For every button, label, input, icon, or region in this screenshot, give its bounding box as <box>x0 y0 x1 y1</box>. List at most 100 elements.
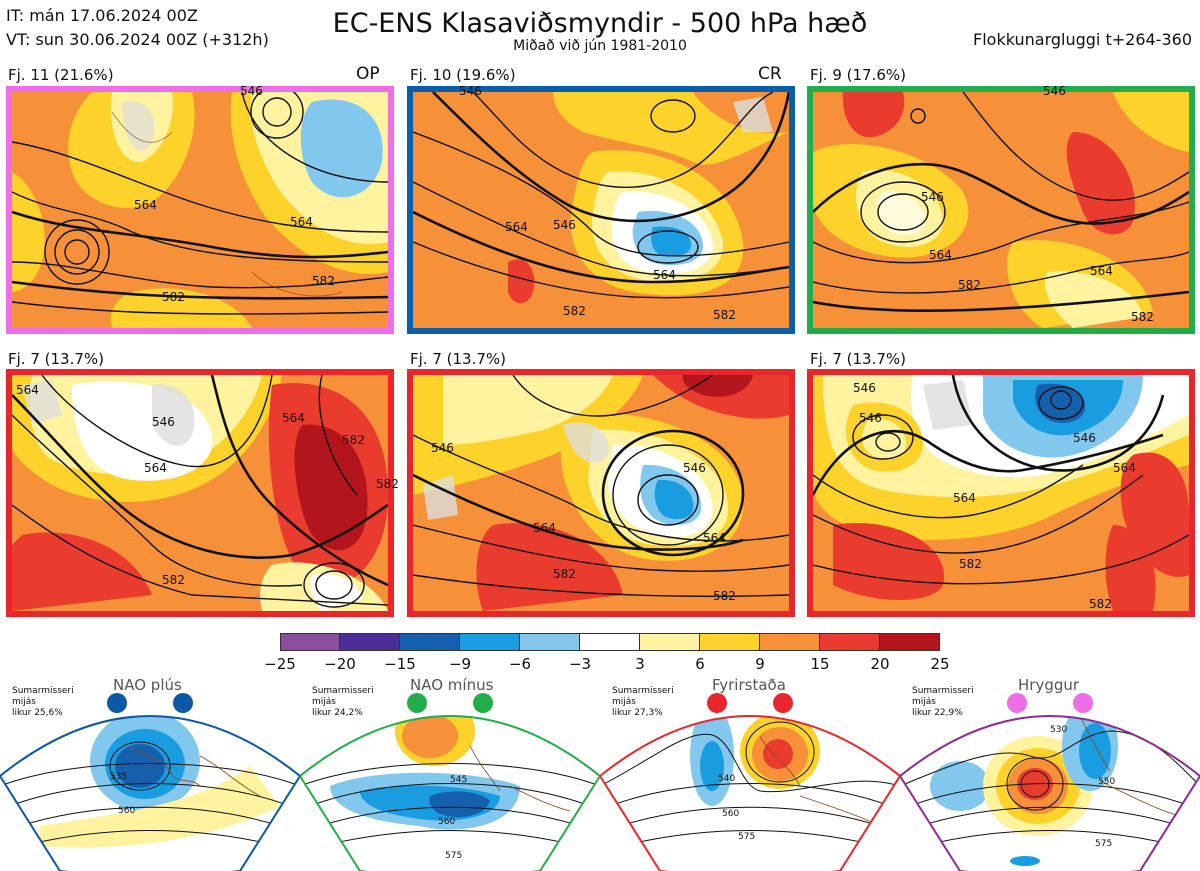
contour-label: 564 <box>653 268 676 282</box>
cluster-window: Flokkunargluggi t+264-360 <box>973 30 1192 49</box>
panel-1-label: Fj. 11 (21.6%) <box>8 66 114 84</box>
cluster-map-6 <box>807 369 1195 617</box>
regime-prob: likur 24,2% <box>312 708 363 718</box>
colorbar-swatch <box>340 633 400 651</box>
contour-label: 546 <box>1073 431 1096 445</box>
regime-contour-label: 550 <box>1098 777 1115 787</box>
regime-contour-label: 560 <box>438 817 455 827</box>
colorbar-tick: 9 <box>755 655 765 673</box>
contour-label: 582 <box>563 304 586 318</box>
valid-time: VT: sun 30.06.2024 00Z (+312h) <box>6 30 269 49</box>
colorbar-tick: 15 <box>810 655 830 673</box>
colorbar-swatch <box>880 633 940 651</box>
page-subtitle: Miðað við jún 1981-2010 <box>513 38 687 54</box>
contour-label: 564 <box>16 383 39 397</box>
contour-label: 546 <box>859 411 882 425</box>
colorbar-tick: −20 <box>324 655 356 673</box>
regime-avg: mijás <box>12 697 36 707</box>
contour-label: 582 <box>553 567 576 581</box>
regime-contour-label: 545 <box>450 775 467 785</box>
contour-label: 546 <box>1043 84 1066 98</box>
contour-label: 546 <box>853 381 876 395</box>
regime-contour-label: 560 <box>118 806 135 816</box>
colorbar-tick: −9 <box>448 655 472 673</box>
regime-season: Sumarmisseri <box>312 686 374 696</box>
contour-label: 564 <box>505 220 528 234</box>
regime-nao-plus: 535 560 NAO plús Sumarmisseri mijás liku… <box>0 676 300 871</box>
contour-label: 582 <box>312 274 335 288</box>
panel-2-tag: CR <box>758 64 782 84</box>
colorbar-swatch <box>820 633 880 651</box>
contour-label: 564 <box>929 248 952 262</box>
regime-contour-label: 535 <box>110 772 127 782</box>
contour-label: 546 <box>459 84 482 98</box>
contour-label: 564 <box>282 411 305 425</box>
contour-label: 546 <box>240 84 263 98</box>
contour-label: 546 <box>683 461 706 475</box>
regime-title: NAO mínus <box>410 676 494 694</box>
regime-title: Hryggur <box>1018 676 1080 694</box>
regime-season: Sumarmisseri <box>912 686 974 696</box>
colorbar-tick: −15 <box>384 655 416 673</box>
contour-label: 582 <box>1131 310 1154 324</box>
cluster-map-3 <box>807 86 1195 334</box>
init-time: IT: mán 17.06.2024 00Z <box>6 6 198 25</box>
contour-label: 582 <box>162 290 185 304</box>
panel-3-label: Fj. 9 (17.6%) <box>810 66 906 84</box>
colorbar-swatch <box>640 633 700 651</box>
colorbar-tick: 25 <box>930 655 950 673</box>
contour-label: 582 <box>959 557 982 571</box>
cluster-map-1 <box>6 86 394 334</box>
regime-prob: likur 22,9% <box>912 708 963 718</box>
regime-avg: mijás <box>912 697 936 707</box>
regime-prob: likur 25,6% <box>12 708 63 718</box>
cluster-map-5 <box>407 369 795 617</box>
regime-info: Sumarmisseri mijás likur 22,9% <box>912 686 974 719</box>
colorbar-swatch <box>580 633 640 651</box>
contour-label: 546 <box>553 218 576 232</box>
regime-prob: likur 27,3% <box>612 708 663 718</box>
contour-label: 564 <box>953 491 976 505</box>
regime-nao-minus: 545 560 575 NAO mínus Sumarmisseri mijás… <box>300 676 600 871</box>
colorbar-tick: −3 <box>568 655 592 673</box>
contour-label: 564 <box>1113 461 1136 475</box>
contour-label: 582 <box>713 308 736 322</box>
regime-ridge: 530 550 575 Hryggur Sumarmisseri mijás l… <box>900 676 1200 871</box>
panel-2-label: Fj. 10 (19.6%) <box>410 66 516 84</box>
panel-5-label: Fj. 7 (13.7%) <box>410 350 506 368</box>
colorbar-tick: 20 <box>870 655 890 673</box>
cluster-map-2 <box>407 86 795 334</box>
contour-label: 582 <box>1089 597 1112 611</box>
contour-label: 564 <box>290 215 313 229</box>
colorbar-tick: 6 <box>695 655 705 673</box>
panel-1-tag: OP <box>356 64 380 84</box>
contour-label: 582 <box>342 433 365 447</box>
contour-label: 564 <box>144 461 167 475</box>
regime-season: Sumarmisseri <box>12 686 74 696</box>
colorbar-tick: −25 <box>264 655 296 673</box>
colorbar-tick: 3 <box>635 655 645 673</box>
contour-label: 564 <box>533 521 556 535</box>
regime-title: NAO plús <box>113 676 182 694</box>
contour-label: 582 <box>376 477 399 491</box>
regime-contour-label: 560 <box>722 809 739 819</box>
panel-4-label: Fj. 7 (13.7%) <box>8 350 104 368</box>
regime-contour-label: 575 <box>1095 839 1112 849</box>
contour-label: 582 <box>958 278 981 292</box>
regime-contour-label: 575 <box>445 851 462 861</box>
cluster-map-4 <box>6 369 394 617</box>
colorbar-tick: −6 <box>508 655 532 673</box>
colorbar-swatch <box>460 633 520 651</box>
page-title: EC-ENS Klasaviðsmyndir - 500 hPa hæð <box>332 8 868 39</box>
regime-info: Sumarmisseri mijás likur 24,2% <box>312 686 374 719</box>
contour-label: 564 <box>134 198 157 212</box>
contour-label: 546 <box>431 441 454 455</box>
regime-season: Sumarmisseri <box>612 686 674 696</box>
contour-label: 582 <box>162 573 185 587</box>
regime-title: Fyrirstaða <box>712 676 786 694</box>
colorbar-swatch <box>520 633 580 651</box>
regime-info: Sumarmisseri mijás likur 27,3% <box>612 686 674 719</box>
contour-label: 582 <box>713 589 736 603</box>
panel-6-label: Fj. 7 (13.7%) <box>810 350 906 368</box>
colorbar-swatch <box>280 633 340 651</box>
